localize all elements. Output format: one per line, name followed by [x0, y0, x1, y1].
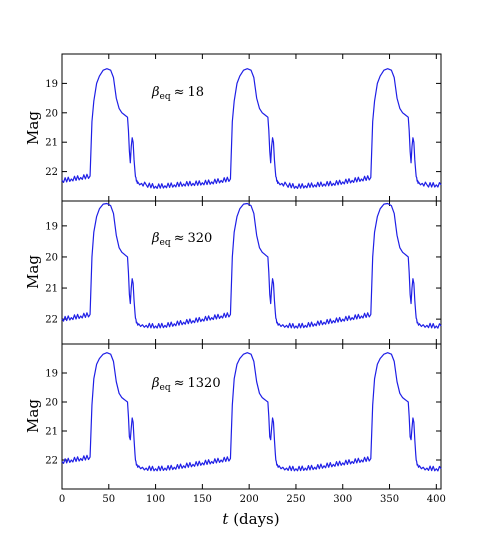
- panel-2-annotation: βeq ≈320: [151, 231, 212, 248]
- panel-2-ytick-label-22: 22: [45, 315, 58, 326]
- panel-3-annotation-symbol: β: [151, 376, 160, 391]
- x-tick-label-150: 150: [193, 494, 212, 505]
- panel-2-ylabel: Mag: [24, 255, 42, 289]
- panel-3-ylabel: Mag: [24, 399, 42, 433]
- panel-1-annotation-subscript: eq: [160, 92, 171, 102]
- panel-1-ytick-label-20: 20: [45, 108, 58, 119]
- x-tick-label-400: 400: [427, 494, 446, 505]
- panel-3-annotation-relation: ≈: [174, 376, 185, 391]
- panel-1: 19 20 21 22 Mag βeq ≈18: [24, 53, 442, 202]
- panel-1-ytick-label-22: 22: [45, 167, 58, 178]
- x-tick-label-300: 300: [333, 494, 352, 505]
- panel-2-yticks: 19 20 21 22: [45, 201, 441, 344]
- panel-1-ytick-label-19: 19: [45, 79, 58, 90]
- panel-1-annotation-value: 18: [188, 85, 205, 100]
- panel-3-ytick-label-20: 20: [45, 398, 58, 409]
- panel-3-annotation-value: 1320: [188, 376, 221, 391]
- panel-2-ytick-label-20: 20: [45, 252, 58, 263]
- x-axis-ticks: 0 50 100 150 200 250 300 350 400: [59, 494, 446, 505]
- x-axis-label-unit: (days): [233, 510, 279, 528]
- panel-2-annotation-relation: ≈: [174, 231, 185, 246]
- panel-1-annotation: βeq ≈18: [151, 85, 204, 102]
- panel-3-ytick-label-22: 22: [45, 456, 58, 467]
- panel-3-annotation-subscript: eq: [160, 383, 171, 393]
- panel-1-series-line: [61, 68, 442, 189]
- x-tick-label-250: 250: [286, 494, 305, 505]
- panel-3-ytick-label-21: 21: [45, 427, 58, 438]
- x-tick-label-50: 50: [102, 494, 115, 505]
- x-tick-label-200: 200: [240, 494, 259, 505]
- panel-1-ytick-label-21: 21: [45, 138, 58, 149]
- x-tick-label-0: 0: [59, 494, 65, 505]
- panel-3: 19 20 21 22 Mag βeq ≈1320: [24, 343, 442, 490]
- x-axis-label-variable: t: [222, 510, 229, 528]
- panel-2-series-line: [61, 202, 442, 329]
- panel-2-ytick-label-21: 21: [45, 284, 58, 295]
- x-axis-label: t (days): [222, 510, 279, 528]
- panel-3-series-line: [61, 352, 442, 472]
- panel-2-frame: [61, 200, 442, 345]
- panel-2-ytick-label-19: 19: [45, 221, 58, 232]
- panel-2-annotation-subscript: eq: [160, 238, 171, 248]
- panel-3-annotation: βeq ≈1320: [151, 376, 221, 393]
- panel-1-annotation-relation: ≈: [174, 85, 185, 100]
- panel-1-yticks: 19 20 21 22: [45, 54, 441, 201]
- panel-2-annotation-symbol: β: [151, 231, 160, 246]
- panel-1-frame: [61, 53, 442, 202]
- panel-2: 19 20 21 22 Mag βeq ≈320: [24, 200, 442, 345]
- panel-2-annotation-value: 320: [188, 231, 213, 246]
- panel-3-yticks: 19 20 21 22: [45, 344, 441, 489]
- panel-3-frame: [61, 343, 442, 490]
- panel-1-ylabel: Mag: [24, 111, 42, 145]
- x-tick-label-350: 350: [380, 494, 399, 505]
- panel-3-ytick-label-19: 19: [45, 369, 58, 380]
- x-tick-label-100: 100: [146, 494, 165, 505]
- panel-1-annotation-symbol: β: [151, 85, 160, 100]
